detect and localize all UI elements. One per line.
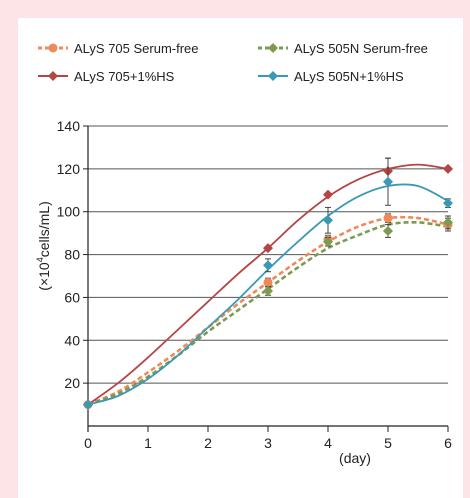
axes: 20 40 60 80 100 120 140 0 1 2 3 4 5 6	[57, 118, 452, 451]
data-point	[383, 176, 393, 187]
x-tick-label: 3	[264, 435, 272, 451]
x-axis-label: (day)	[339, 450, 371, 466]
x-tick-label: 2	[204, 435, 212, 451]
data-point	[383, 226, 393, 236]
legend-label: ALyS 705+1%HS	[74, 69, 175, 84]
data-point	[263, 277, 273, 287]
legend-item-3: ALyS 705+1%HS	[38, 69, 175, 84]
x-tick-label: 1	[144, 435, 152, 451]
y-tick-label: 140	[57, 118, 81, 134]
line-chart: 20 40 60 80 100 120 140 0 1 2 3 4 5 6 ALyS 705 Serum-…	[35, 41, 453, 466]
data-point	[263, 260, 273, 271]
data-point	[83, 399, 93, 410]
legend-label: ALyS 705 Serum-free	[74, 41, 199, 56]
grid-lines	[88, 125, 448, 384]
chart-panel: 20 40 60 80 100 120 140 0 1 2 3 4 5 6 ALyS 705 Serum-…	[18, 18, 463, 498]
y-tick-label: 80	[64, 247, 80, 263]
x-tick-label: 5	[384, 435, 392, 451]
y-axis-label: (×104cells/mL)	[35, 201, 52, 290]
data-point	[323, 189, 333, 200]
y-tick-label: 20	[64, 375, 80, 391]
legend-label: ALyS 505N Serum-free	[294, 41, 428, 56]
y-tick-label: 60	[64, 289, 80, 305]
legend-marker	[48, 43, 58, 53]
legend-item-4: ALyS 505N+1%HS	[258, 69, 404, 84]
legend-item-1: ALyS 705 Serum-free	[38, 41, 199, 56]
data-point	[323, 236, 333, 247]
legend-label: ALyS 505N+1%HS	[294, 69, 404, 84]
data-point	[323, 215, 333, 226]
x-tick-label: 6	[444, 435, 452, 451]
legend-marker	[268, 71, 278, 81]
y-axis-label-main: (×10	[36, 262, 52, 291]
x-tick-label: 4	[324, 435, 332, 451]
y-axis-label-rest: cells/mL)	[36, 201, 52, 257]
y-tick-label: 40	[64, 332, 80, 348]
y-axis-label-sup: 4	[35, 257, 45, 262]
data-point	[263, 243, 273, 254]
data-point	[383, 213, 393, 223]
y-tick-label: 120	[57, 161, 81, 177]
data-point	[263, 286, 273, 296]
x-tick-label: 0	[84, 435, 92, 451]
data-point	[443, 198, 453, 209]
data-point	[443, 163, 453, 174]
legend-marker	[268, 43, 278, 53]
legend: ALyS 705 Serum-free ALyS 505N Serum-free A…	[38, 41, 428, 84]
data-points	[83, 157, 453, 410]
legend-marker	[48, 71, 58, 81]
data-point	[443, 217, 453, 228]
legend-item-2: ALyS 505N Serum-free	[258, 41, 428, 56]
y-tick-label: 100	[57, 204, 81, 220]
